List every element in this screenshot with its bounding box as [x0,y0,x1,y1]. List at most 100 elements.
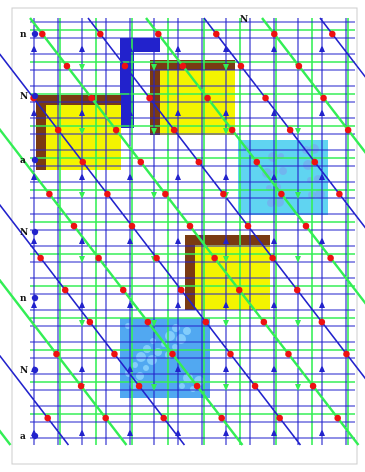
arrowhead-up [175,237,181,244]
diagonal-line [0,127,244,446]
arrowhead-down [79,64,85,71]
row-label-5: N [20,366,28,376]
diagonal-line [203,17,365,229]
arrowhead-up [127,173,133,180]
brown-corner-top [36,95,121,105]
red-node [253,158,261,166]
red-node [112,126,120,134]
red-node [169,350,176,358]
brown-corner-top [150,60,235,70]
arrowhead-up [223,365,229,372]
arrowhead-down [79,320,85,327]
arrowhead-up [271,237,277,244]
arrowhead-up [271,45,277,52]
red-node [61,286,69,294]
red-node [318,318,326,326]
red-node [293,286,301,294]
arrowhead-up [79,237,85,244]
arrowhead-up [223,237,229,244]
red-node [97,30,104,38]
row-label-4: n [20,294,27,304]
red-node [276,414,283,422]
arrowhead-up [127,45,133,52]
arrowhead-down [151,64,157,71]
red-node [302,222,310,230]
red-node [39,30,46,38]
red-node [170,126,178,134]
red-node [195,158,203,166]
red-node [88,94,95,102]
red-node [193,382,201,390]
red-node [79,158,87,166]
arrowhead-up [79,365,85,372]
brown-corner-left [185,235,195,310]
cyan-texture-blob [309,144,319,154]
lightblue-texture-blob [136,352,146,362]
lightblue-texture-blob [179,383,185,389]
arrowhead-up [319,237,325,244]
edge-node [31,294,39,302]
arrowhead-up [175,301,181,308]
arrowhead-up [271,301,277,308]
arrowhead-down [151,128,157,135]
arrowhead-down [223,128,229,135]
red-node [53,350,60,358]
lightblue-texture-blob [132,362,138,368]
arrowhead-up [127,429,133,436]
lightblue-texture-blob [136,372,144,380]
lightblue-texture-blob [143,365,149,371]
arrowhead-up [127,365,133,372]
red-node [77,382,85,390]
red-node [202,318,210,326]
arrowhead-up [271,173,277,180]
arrowhead-up [127,301,133,308]
red-node [262,94,269,102]
red-node [237,62,245,70]
arrowhead-up [31,109,37,116]
lightblue-texture-blob [183,327,191,335]
red-node [177,286,185,294]
arrowhead-down [151,384,157,391]
red-node [44,414,51,422]
arrowhead-up [175,429,181,436]
red-node [235,286,243,294]
arrowhead-up [31,301,37,308]
brown-corner-top [185,235,270,245]
red-node [271,30,278,38]
red-node [251,382,259,390]
red-node [179,62,187,70]
red-node [278,190,285,198]
arrowhead-up [271,109,277,116]
red-node [111,350,118,358]
red-node [46,190,53,198]
arrowhead-up [175,173,181,180]
red-node [160,414,167,422]
top-label: N [240,15,248,25]
arrowhead-up [223,429,229,436]
arrowhead-up [319,301,325,308]
arrowhead-down [295,192,301,199]
red-node [286,126,294,134]
diagonal-line [0,203,186,446]
cyan-texture-blob [272,169,278,175]
lightblue-texture-blob [147,355,157,365]
red-node [228,126,236,134]
row-label-3: N [20,228,28,238]
diagonal-line [0,429,12,446]
red-node [285,350,292,358]
yellow-region [150,60,235,135]
red-node [260,318,268,326]
red-node [329,30,336,38]
red-node [37,254,44,262]
arrowhead-down [151,192,157,199]
red-node [309,382,317,390]
arrowhead-up [319,109,325,116]
red-node [213,30,220,38]
row-label-6: a [20,432,26,442]
row-label-2: a [20,156,26,166]
arrowhead-down [79,128,85,135]
lightblue-texture-blob [172,344,178,350]
red-node [220,190,227,198]
